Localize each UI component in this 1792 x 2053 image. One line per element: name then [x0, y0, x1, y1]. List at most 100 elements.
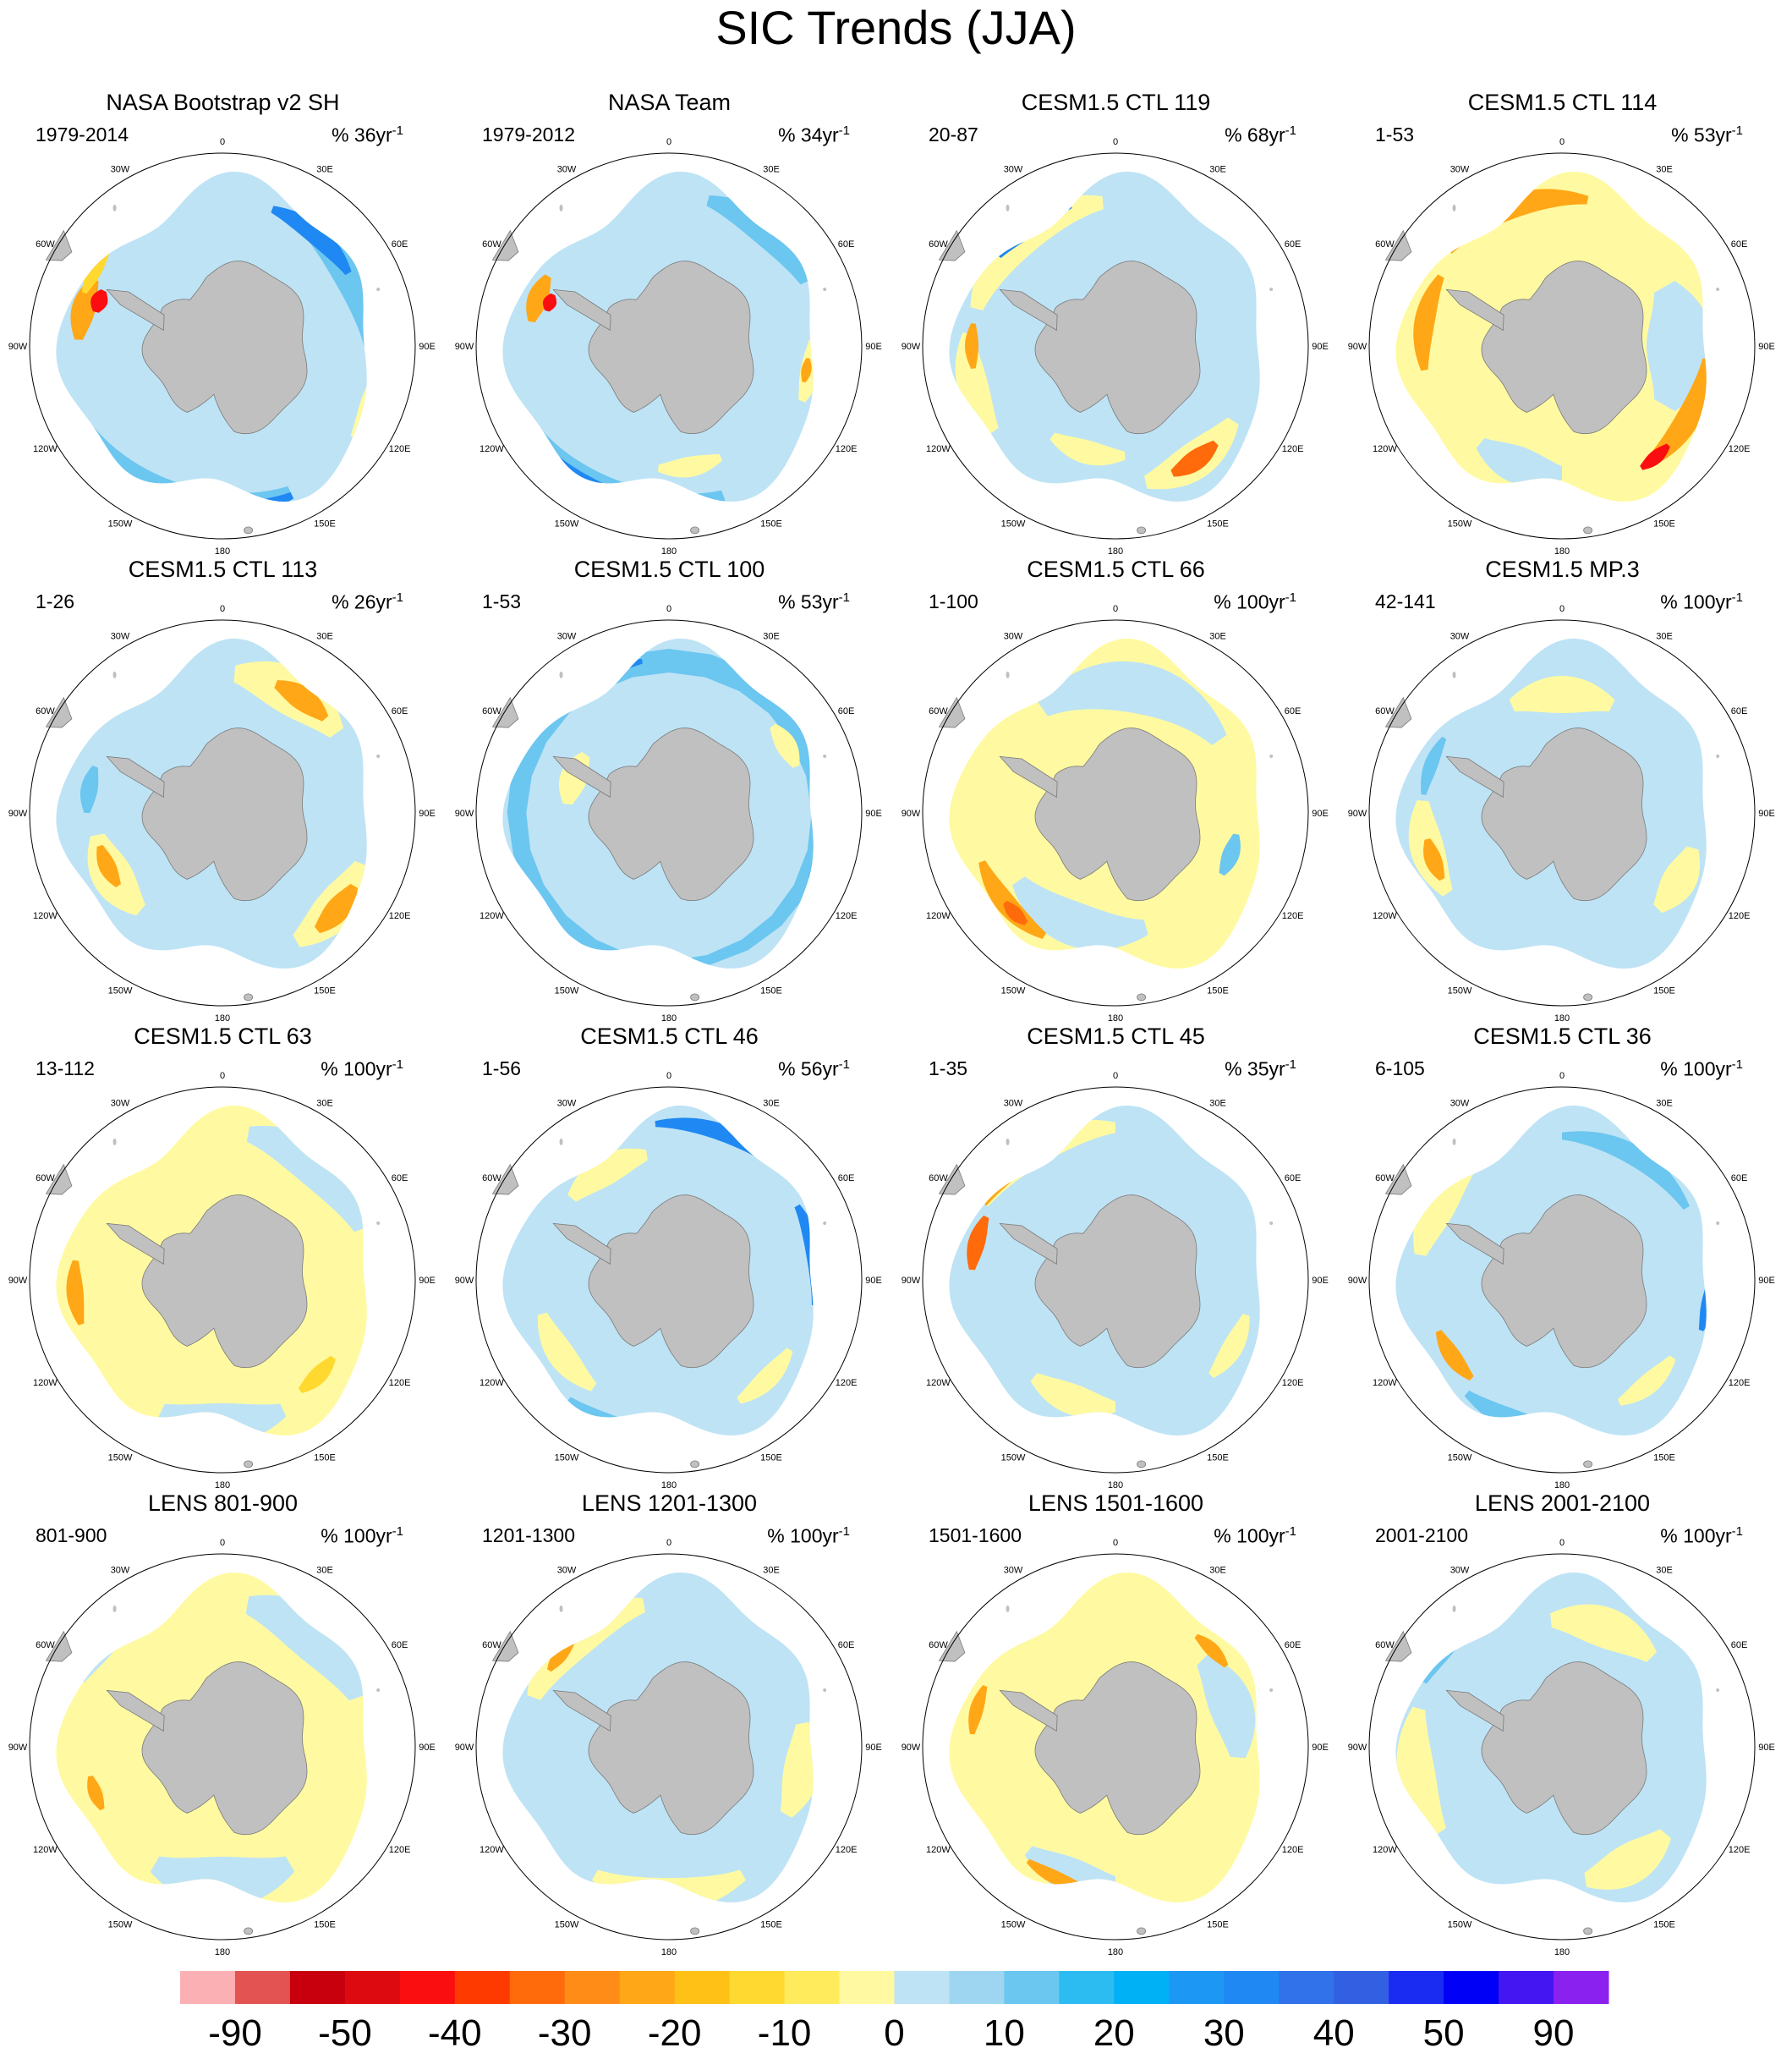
units-scale: % 100yr — [1660, 1524, 1732, 1547]
polar-map: 0 30E 60E 90E 120E 150E 180 150W 120W 90W 60W 30W — [901, 604, 1329, 1024]
panel-period: 1201-1300 — [482, 1524, 575, 1546]
longitude-label: 120W — [480, 444, 504, 454]
longitude-label: 90W — [1348, 342, 1367, 352]
units-scale: % 100yr — [1660, 590, 1732, 613]
panel-units: % 100yr-1 — [1214, 585, 1296, 615]
colorbar-swatch — [1499, 1971, 1554, 2004]
antarctica-landmass — [1034, 727, 1201, 902]
longitude-label: 150W — [1001, 1453, 1026, 1463]
panel-units: % 100yr-1 — [767, 1519, 850, 1549]
panel-period: 1-35 — [929, 1057, 968, 1079]
trend-feature — [543, 293, 557, 312]
south-america-tip — [45, 696, 73, 728]
longitude-label: 180 — [1108, 1013, 1123, 1024]
longitude-label: 150W — [1448, 519, 1472, 530]
trend-feature — [1413, 274, 1444, 371]
trend-feature — [314, 883, 358, 934]
panel-period: 1979-2012 — [482, 124, 575, 145]
longitude-label: 90E — [1312, 809, 1329, 819]
antarctica-landmass — [588, 1194, 754, 1369]
longitude-label: 90E — [865, 1743, 882, 1753]
trend-feature — [70, 277, 99, 340]
panel-title: LENS 1201-1300 — [581, 1490, 758, 1516]
map-panel: NASA Team 1979-2012 % 34yr-1 0 30E 60E 90E 120E… — [447, 88, 892, 557]
longitude-label: 150E — [760, 1453, 782, 1463]
polar-map: 0 30E 60E 90E 120E 150E 180 150W 120W 90W 60W 30W — [8, 1538, 436, 1957]
trend-layer — [968, 1633, 1256, 1894]
panel-title: CESM1.5 CTL 36 — [1473, 1024, 1652, 1049]
longitude-label: 180 — [661, 546, 677, 557]
kerguelen — [1269, 754, 1274, 758]
units-exponent: -1 — [392, 124, 403, 138]
longitude-label: 120W — [926, 1845, 951, 1855]
longitude-label: 180 — [215, 1947, 230, 1957]
units-scale: % 34yr — [778, 124, 839, 146]
panel-title: CESM1.5 CTL 113 — [128, 557, 318, 582]
south-georgia — [1006, 204, 1010, 211]
trend-feature — [955, 332, 999, 434]
colorbar-label: 10 — [984, 2012, 1025, 2053]
south-georgia — [112, 1138, 117, 1145]
south-georgia — [1452, 204, 1456, 211]
colorbar-swatch — [1389, 1971, 1444, 2004]
longitude-label: 60E — [838, 1173, 855, 1183]
antarctica-landmass — [588, 727, 754, 902]
antarctic-peninsula — [552, 1222, 611, 1265]
polar-map: 0 30E 60E 90E 120E 150E 180 150W 120W 90W 60W 30W — [455, 1071, 882, 1490]
longitude-label: 60E — [1285, 706, 1302, 716]
south-america-tip — [1384, 696, 1412, 728]
panel-title: LENS 801-900 — [147, 1490, 299, 1516]
colorbar-swatch — [839, 1971, 895, 2004]
longitude-label: 60W — [482, 706, 501, 716]
longitude-label: 60E — [1731, 1173, 1748, 1183]
new-zealand — [1137, 526, 1147, 535]
longitude-label: 30W — [557, 164, 577, 174]
colorbar-swatch — [234, 1971, 291, 2004]
longitude-label: 120E — [836, 911, 858, 921]
longitude-label: 60W — [929, 706, 948, 716]
longitude-label: 60W — [36, 1640, 55, 1650]
longitude-label: 30E — [1656, 1098, 1673, 1108]
longitude-label: 0 — [1559, 137, 1565, 147]
colorbar-swatch — [784, 1971, 841, 2004]
trend-feature — [658, 453, 723, 478]
map-panel: CESM1.5 CTL 113 1-26 % 26yr-1 0 30E 60E 90E 120… — [0, 555, 446, 1024]
longitude-label: 90E — [419, 1743, 436, 1753]
longitude-label: 150W — [1448, 1453, 1472, 1463]
kerguelen — [1269, 1221, 1274, 1225]
colorbar-label: -20 — [648, 2012, 702, 2053]
trend-feature — [1003, 901, 1028, 925]
trend-feature — [66, 1260, 85, 1326]
colorbar-label: 50 — [1423, 2012, 1465, 2053]
polar-map: 0 30E 60E 90E 120E 150E 180 150W 120W 90W 60W 30W — [901, 137, 1329, 557]
map-panel: CESM1.5 CTL 36 6-105 % 100yr-1 0 30E 60E 90E 12… — [1340, 1022, 1785, 1490]
longitude-label: 30E — [316, 1565, 333, 1575]
longitude-label: 180 — [215, 1013, 230, 1024]
panel-period: 1979-2014 — [36, 124, 129, 145]
longitude-label: 30E — [316, 1098, 333, 1108]
polar-map: 0 30E 60E 90E 120E 150E 180 150W 120W 90W 60W 30W — [8, 137, 436, 557]
panel-units: % 36yr-1 — [332, 118, 403, 148]
trend-feature — [794, 1204, 814, 1306]
trend-feature — [1617, 1355, 1676, 1406]
map-boundary — [29, 619, 416, 1007]
longitude-label: 60W — [929, 1640, 948, 1650]
longitude-label: 120W — [1373, 1378, 1397, 1388]
colorbar-swatch — [674, 1971, 731, 2004]
new-zealand — [1583, 1927, 1593, 1935]
longitude-label: 120E — [1282, 444, 1304, 454]
antarctic-peninsula — [552, 1689, 611, 1732]
units-scale: % 26yr — [332, 590, 392, 613]
longitude-label: 150E — [760, 986, 782, 996]
longitude-label: 150W — [555, 1920, 579, 1930]
antarctica-landmass — [1034, 1661, 1201, 1836]
longitude-label: 150W — [108, 1920, 133, 1930]
new-zealand — [1583, 993, 1593, 1002]
antarctica-landmass — [1034, 1194, 1201, 1369]
longitude-label: 30W — [1450, 1565, 1470, 1575]
units-exponent: -1 — [392, 1524, 403, 1539]
longitude-label: 150E — [1207, 1453, 1229, 1463]
kerguelen — [1269, 287, 1274, 291]
trend-feature — [1445, 189, 1589, 254]
south-america-tip — [45, 1630, 73, 1662]
